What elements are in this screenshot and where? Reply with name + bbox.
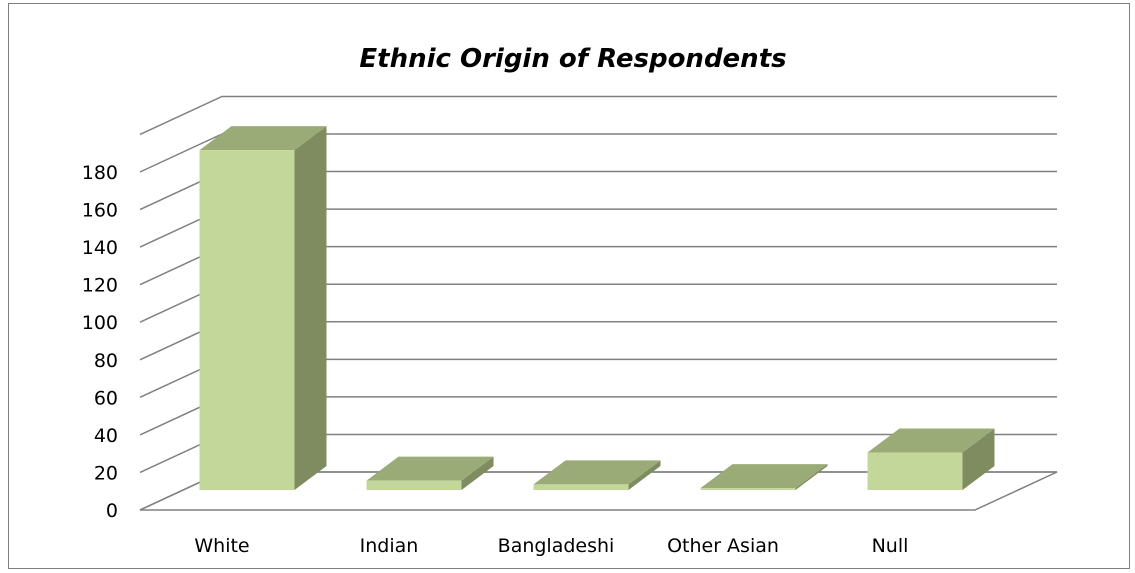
bar-front: [199, 150, 295, 490]
y-tick-label: 40: [94, 425, 118, 447]
y-tick-label: 0: [106, 500, 118, 522]
x-category-label: Other Asian: [667, 535, 779, 557]
bar-front: [867, 452, 963, 490]
bar-top: [533, 460, 661, 485]
y-axis-ticks: 0 20 40 60 80 100 120 140 160 180: [82, 162, 118, 522]
y-tick-label: 120: [82, 275, 118, 297]
bar-top: [366, 456, 494, 481]
x-axis-categories: White Indian Bangladeshi Other Asian Null: [194, 535, 908, 557]
x-category-label: White: [194, 535, 249, 557]
y-tick-label: 20: [94, 462, 118, 484]
bar-side: [628, 460, 661, 490]
bar-top: [867, 428, 995, 453]
gridline: [139, 95, 1057, 136]
bar-other-asian: [700, 464, 828, 490]
bars: [199, 126, 995, 490]
bar-side: [461, 456, 494, 490]
bar-side: [962, 428, 995, 490]
bar-white: [199, 126, 327, 490]
bar-top: [700, 464, 828, 489]
x-category-label: Indian: [360, 535, 419, 557]
x-category-label: Bangladeshi: [498, 535, 615, 557]
y-tick-label: 160: [82, 200, 118, 222]
bar-front: [700, 488, 796, 490]
bar-top: [199, 126, 327, 151]
y-tick-label: 80: [94, 350, 118, 372]
y-tick-label: 100: [82, 312, 118, 334]
y-tick-label: 60: [94, 387, 118, 409]
chart-title: Ethnic Origin of Respondents: [359, 44, 786, 74]
bar-front: [366, 480, 462, 490]
y-tick-label: 140: [82, 237, 118, 259]
bar-bangladeshi: [533, 460, 661, 490]
y-tick-label: 180: [82, 162, 118, 184]
bar-side: [294, 126, 327, 490]
bar-indian: [366, 456, 494, 490]
bar-side: [795, 464, 828, 490]
bar-front: [533, 484, 629, 490]
x-category-label: Null: [872, 535, 909, 557]
bar-null: [867, 428, 995, 490]
